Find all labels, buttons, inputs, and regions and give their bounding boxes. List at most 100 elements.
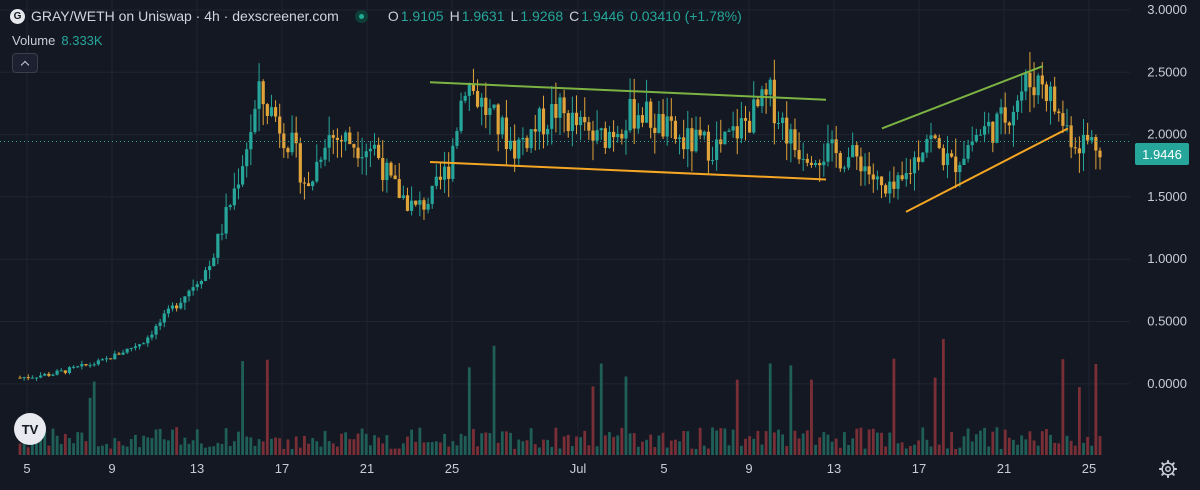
- candle-body: [574, 112, 579, 126]
- candle-body: [673, 120, 678, 140]
- candle-body: [414, 200, 418, 205]
- trend-line[interactable]: [429, 161, 827, 181]
- volume-bar: [496, 442, 500, 455]
- market-status-icon[interactable]: [354, 9, 368, 23]
- volume-value: 8.333K: [61, 33, 103, 48]
- volume-bar: [863, 448, 867, 455]
- volume-bar: [871, 428, 875, 455]
- candle-body: [129, 347, 133, 349]
- candle-body: [113, 353, 117, 360]
- time-tick-label: 21: [360, 461, 374, 476]
- trend-line[interactable]: [429, 81, 827, 101]
- candle-body: [418, 200, 422, 205]
- volume-bar: [166, 440, 170, 455]
- volume-bar: [542, 439, 545, 455]
- high-key: H: [449, 8, 460, 24]
- candle-body: [117, 353, 121, 355]
- candle-body: [405, 195, 410, 211]
- volume-bar: [925, 439, 929, 455]
- volume-bar: [344, 432, 348, 455]
- candle-body: [410, 200, 414, 211]
- volume-bar: [187, 443, 191, 455]
- volume-bar: [843, 432, 846, 455]
- symbol-title: GRAY/WETH on Uniswap · 4h · dexscreener.…: [31, 8, 339, 24]
- volume-bar: [500, 431, 504, 455]
- volume-bar: [987, 446, 991, 455]
- candle-body: [92, 364, 96, 366]
- candle-body: [269, 107, 274, 116]
- candle-body: [298, 143, 302, 183]
- volume-bar: [570, 446, 574, 455]
- volume-bar: [682, 430, 686, 455]
- volume-bar: [591, 386, 595, 455]
- time-tick-label: 25: [445, 461, 459, 476]
- volume-bar: [414, 441, 418, 455]
- candle-body: [521, 137, 525, 140]
- price-tick-label: 1.5000: [1147, 189, 1187, 204]
- candle-body: [348, 132, 352, 145]
- candle-body: [459, 100, 463, 132]
- volume-bar: [84, 441, 88, 455]
- candle-body: [665, 116, 669, 137]
- time-tick-label: 5: [23, 461, 30, 476]
- trend-line[interactable]: [881, 65, 1044, 130]
- volume-bar: [587, 445, 591, 455]
- candle-body: [393, 175, 397, 180]
- candle-body: [677, 137, 682, 140]
- candle-body: [166, 308, 170, 314]
- candle-body: [591, 130, 595, 141]
- collapse-legend-button[interactable]: [12, 53, 38, 73]
- time-tick-label: 9: [108, 461, 115, 476]
- volume-bar: [958, 447, 962, 455]
- candle-body: [764, 89, 768, 95]
- candle-body: [368, 148, 372, 152]
- volume-bar: [1007, 437, 1011, 455]
- volume-bar: [418, 427, 422, 455]
- candle-body: [661, 113, 665, 137]
- volume-bar: [583, 430, 587, 455]
- volume-bar: [641, 441, 644, 455]
- volume-bar: [983, 427, 986, 455]
- volume-bar: [979, 430, 982, 455]
- volume-bar: [232, 441, 236, 455]
- volume-bar: [723, 428, 727, 455]
- candle-body: [863, 166, 867, 172]
- candle-body: [908, 173, 912, 175]
- volume-bar: [1053, 442, 1057, 455]
- volume-bar: [529, 428, 533, 455]
- candle-body: [331, 135, 335, 138]
- volume-bar: [649, 434, 653, 455]
- trend-line[interactable]: [905, 127, 1069, 213]
- volume-bar: [447, 446, 451, 455]
- volume-bar: [199, 443, 203, 455]
- candle-body: [805, 158, 809, 163]
- volume-bar: [632, 433, 636, 455]
- candle-body: [776, 123, 781, 125]
- candle-body: [26, 377, 30, 379]
- candle-body: [455, 131, 459, 146]
- volume-bar: [628, 433, 632, 455]
- volume-bar: [298, 447, 302, 455]
- candle-body: [471, 84, 476, 91]
- volume-bar: [599, 363, 603, 455]
- candle-body: [397, 179, 401, 198]
- volume-bar: [537, 447, 541, 455]
- volume-bar: [455, 445, 459, 455]
- volume-bar: [1061, 359, 1065, 455]
- tradingview-logo-icon[interactable]: TV: [14, 413, 46, 445]
- candle-body: [846, 157, 851, 168]
- gear-icon[interactable]: [1159, 460, 1177, 478]
- volume-bar: [327, 441, 331, 455]
- volume-bar: [348, 439, 352, 455]
- candle-body: [67, 367, 72, 374]
- candle-body: [945, 153, 950, 166]
- candle-body: [1077, 148, 1081, 154]
- candle-body: [170, 305, 175, 309]
- volume-bar: [768, 363, 772, 455]
- volume-bar: [68, 438, 71, 455]
- candle-body: [203, 270, 208, 281]
- volume-bar: [1077, 387, 1081, 455]
- price-tick-label: 0.0000: [1147, 376, 1187, 391]
